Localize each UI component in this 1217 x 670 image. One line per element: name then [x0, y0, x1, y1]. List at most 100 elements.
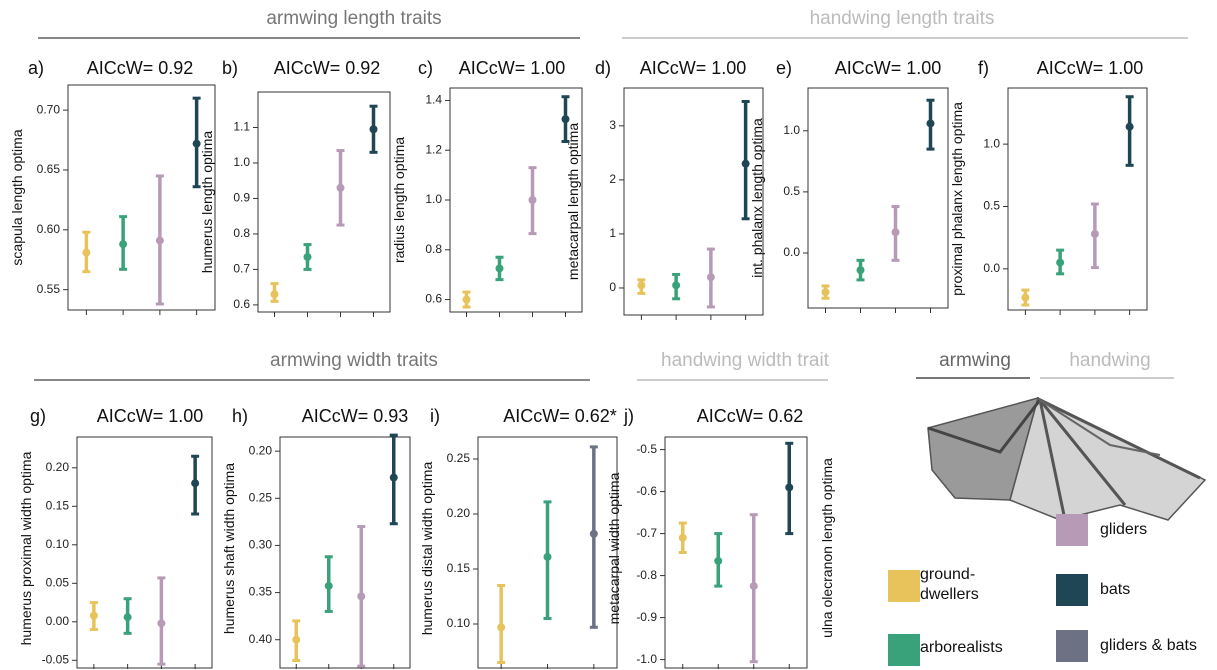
point — [543, 552, 552, 561]
section-header: armwing width traits — [270, 350, 438, 371]
point — [672, 281, 681, 290]
y-tick-label: 0.8 — [233, 226, 250, 240]
legend-label: gliders & bats — [1100, 637, 1197, 654]
legend-label: ground-dwellers — [920, 566, 979, 603]
point — [1056, 258, 1065, 267]
plot-frame — [76, 436, 213, 669]
y-tick-label: 0.8 — [425, 242, 442, 256]
point — [821, 288, 830, 297]
panel-label: b) — [222, 58, 238, 78]
legend-swatch — [1056, 630, 1088, 662]
panel-label: c) — [418, 58, 433, 78]
y-tick-label: 0.10 — [46, 537, 70, 551]
section-header: handwing width trait — [661, 350, 830, 371]
panel-title: AICcW= 1.00 — [640, 58, 747, 78]
plot-frame — [664, 436, 808, 669]
panel-label: i) — [430, 406, 440, 426]
point — [926, 119, 935, 128]
legend-label: arborealists — [920, 639, 1003, 656]
plot-frame — [1007, 87, 1148, 311]
point — [369, 125, 378, 134]
point — [1125, 122, 1134, 131]
point — [119, 240, 128, 249]
y-tick-label: -0.8 — [636, 568, 657, 582]
panel-title: AICcW= 1.00 — [459, 58, 566, 78]
point — [191, 479, 200, 488]
y-tick-label: 0.00 — [46, 614, 70, 628]
y-tick-label: 0.6 — [425, 292, 442, 306]
y-tick-label: -0.7 — [636, 526, 657, 540]
section-header: armwing length traits — [266, 8, 441, 29]
legend-label: bats — [1100, 581, 1131, 598]
legend-swatch — [1056, 514, 1088, 546]
y-tick-label: 0.65 — [37, 162, 61, 176]
point — [495, 264, 504, 273]
y-tick-label: 2 — [609, 172, 616, 186]
y-tick-label: 0.0 — [983, 261, 1000, 275]
y-tick-label: 0.25 — [249, 490, 273, 504]
y-tick-label: 0.40 — [249, 632, 273, 646]
point — [637, 281, 646, 290]
y-tick-label: 0.55 — [37, 282, 61, 296]
y-tick-label: 0.20 — [46, 460, 70, 474]
panel-label: h) — [232, 406, 248, 426]
panel-title: AICcW= 0.92 — [87, 58, 194, 78]
point — [749, 582, 758, 591]
y-tick-label: 0.20 — [447, 506, 471, 520]
y-axis-label: humerus length optima — [199, 131, 215, 274]
legend-swatch — [888, 634, 920, 666]
point — [785, 483, 794, 492]
y-tick-label: 0.70 — [37, 102, 61, 116]
point — [155, 236, 164, 245]
panel-title: AICcW= 0.92 — [274, 58, 381, 78]
bat-wing-diagram — [927, 396, 1207, 521]
plot-frame — [279, 436, 411, 669]
y-axis-label: proximal phalanx length optima — [949, 102, 965, 296]
plot-frame — [257, 91, 391, 313]
y-tick-label: 0.20 — [249, 443, 273, 457]
point — [497, 623, 506, 632]
plot-frame — [67, 84, 216, 311]
y-axis-label: humerus distal width optima — [419, 462, 435, 636]
panel-label: e) — [776, 58, 792, 78]
panel-title: AICcW= 1.00 — [835, 58, 942, 78]
y-tick-label: -0.9 — [636, 610, 657, 624]
panel-label: a) — [28, 58, 44, 78]
panel-label: d) — [595, 58, 611, 78]
point — [706, 273, 715, 282]
y-tick-label: 1.0 — [425, 192, 442, 206]
y-tick-label: 1.4 — [425, 93, 442, 107]
y-tick-label: 0.35 — [249, 585, 273, 599]
point — [357, 592, 366, 601]
plot-frame — [623, 87, 764, 316]
legend-swatch — [1056, 574, 1088, 606]
point — [561, 115, 570, 124]
point — [589, 529, 598, 538]
y-tick-label: 0.25 — [447, 451, 471, 465]
point — [157, 619, 166, 628]
point — [462, 295, 471, 304]
panel-title: AICcW= 0.62 — [697, 406, 804, 426]
y-tick-label: 0.15 — [46, 498, 70, 512]
panel-label: g) — [30, 406, 46, 426]
y-tick-label: 0.30 — [249, 538, 273, 552]
point — [741, 159, 750, 168]
y-tick-label: 0.0 — [783, 245, 800, 259]
point — [856, 266, 865, 275]
y-axis-label: humerus proximal width optima — [18, 451, 34, 645]
point — [303, 253, 312, 261]
y-tick-label: 0.6 — [233, 297, 250, 311]
y-axis-label: humerus shaft width optima — [221, 463, 237, 634]
y-tick-label: 1.0 — [783, 123, 800, 137]
y-tick-label: -0.6 — [636, 484, 657, 498]
point — [324, 581, 333, 590]
panel-title: AICcW= 0.93 — [302, 406, 409, 426]
point — [270, 290, 279, 299]
y-tick-label: 1.0 — [233, 155, 250, 169]
point — [714, 556, 723, 565]
point — [336, 183, 345, 192]
y-axis-label: metacarpal length optima — [565, 123, 581, 280]
plot-frame — [449, 87, 583, 313]
y-tick-label: 0.5 — [783, 184, 800, 198]
